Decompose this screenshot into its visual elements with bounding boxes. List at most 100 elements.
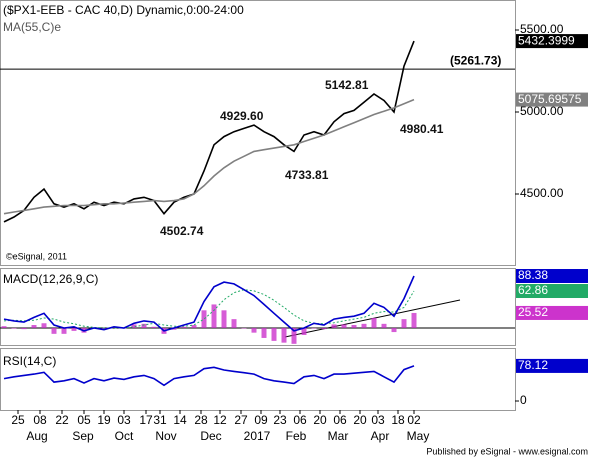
month-label: 2017 [244,429,271,443]
month-label: Nov [155,429,176,443]
histogram-bar [21,327,27,330]
chart-title: ($PX1-EEB - CAC 40,D) Dynamic,0:00-24:00 [3,3,244,17]
histogram-bar [351,325,357,328]
y-tick-label: 4500.00 [520,186,564,200]
histogram-bar [391,327,397,333]
last-value-box [516,269,588,284]
histogram-bar [311,327,317,329]
x-tick-label: 02 [407,413,421,427]
price-annotation: 4502.74 [160,224,204,238]
price-panel [0,0,516,266]
resistance-label: (5261.73) [450,53,501,67]
histogram-bar [221,310,227,328]
histogram-bar [291,327,297,344]
x-tick-label: 22 [55,413,69,427]
month-label: Mar [328,429,349,443]
series-line [3,365,415,387]
histogram-bar [401,319,407,328]
price-annotation: 5142.81 [325,78,369,92]
macd-label: MACD(12,26,9,C) [3,272,98,286]
x-tick-label: 20 [313,413,327,427]
copyright: ©eSignal, 2011 [6,251,67,261]
histogram-bar [381,323,387,328]
x-tick-label: 14 [173,413,187,427]
month-label: May [407,429,430,443]
histogram-bar [211,304,217,328]
histogram-bar [281,327,287,343]
histogram-bar [151,326,157,328]
x-tick-label: 06 [333,413,347,427]
histogram-bar [11,327,17,329]
last-value-box [516,34,588,49]
ma-label: MA(55,C)e [3,20,61,34]
last-value-label: 78.12 [518,358,548,372]
histogram-bar [261,327,267,338]
last-value-box [516,358,588,373]
month-label: Aug [26,429,47,443]
last-value-label: 5075.69575 [518,92,582,106]
last-value-label: 25.52 [518,305,548,319]
series-line [3,275,415,332]
series-line [3,40,415,223]
histogram-bar [1,326,7,328]
x-tick-label: 25 [11,413,25,427]
histogram-bar [191,325,197,328]
y-tick-label: 5000.00 [520,104,564,118]
histogram-bar [231,319,237,328]
signal-line [3,289,415,329]
histogram-bar [51,327,57,334]
x-tick-label: 05 [77,413,91,427]
x-tick-label: 28 [194,413,208,427]
x-tick-label: 08 [33,413,47,427]
histogram-bar [131,324,137,328]
x-tick-label: 23 [273,413,287,427]
histogram-bar [341,324,347,328]
month-label: Sep [72,429,94,443]
x-tick-label: 12 [213,413,227,427]
rsi-panel [0,348,516,411]
month-label: Dec [200,429,221,443]
histogram-bar [61,327,67,334]
x-tick-label: 19 [97,413,111,427]
last-value-box [516,92,588,107]
last-value-label: 62.86 [518,283,548,297]
x-tick-label: 17 [139,413,153,427]
last-value-label: 5432.3999 [518,33,575,47]
histogram-bar [321,327,327,330]
price-annotation: 4980.41 [400,122,444,136]
histogram-bar [371,317,377,328]
x-tick-label: 18 [391,413,405,427]
histogram-bar [331,324,337,328]
month-label: Oct [115,429,134,443]
histogram-bar [271,327,277,341]
histogram-bar [361,323,367,328]
macd-panel [0,268,516,346]
footer: Published by eSignal - www.esignal.com [426,446,588,456]
y-tick-label: 5500.00 [520,22,564,36]
price-annotation: 4733.81 [285,168,329,182]
x-tick-label: 31 [153,413,167,427]
histogram-bar [411,312,417,328]
histogram-bar [41,323,47,328]
last-value-box [516,305,588,320]
price-annotation: 4929.60 [220,109,264,123]
histogram-bar [301,327,307,336]
last-value-box [516,284,588,299]
last-value-label: 88.38 [518,268,548,282]
x-tick-label: 27 [234,413,248,427]
histogram-bar [201,310,207,328]
histogram-bar [31,325,37,328]
histogram-bar [171,327,177,330]
histogram-bar [251,327,257,333]
series-line [3,98,415,215]
x-tick-label: 20 [353,413,367,427]
histogram-bar [71,327,77,331]
x-tick-label: 03 [117,413,131,427]
x-tick-label: 09 [254,413,268,427]
x-tick-label: 06 [293,413,307,427]
month-label: Apr [371,429,390,443]
histogram-bar [101,327,107,330]
histogram-bar [181,326,187,328]
histogram-bar [241,327,247,329]
